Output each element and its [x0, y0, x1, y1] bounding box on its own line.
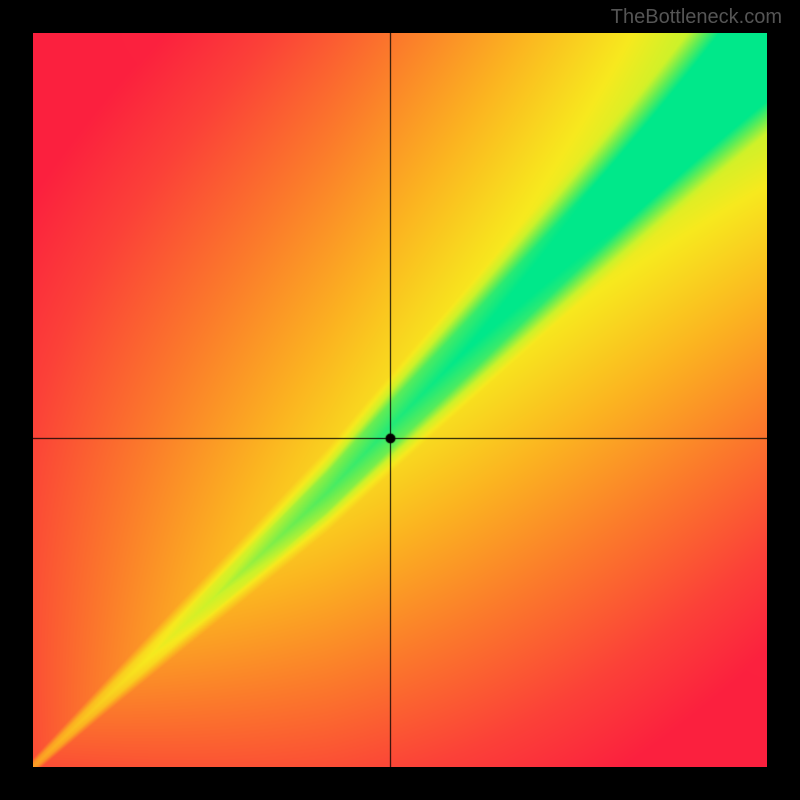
- heatmap-canvas: [33, 33, 767, 767]
- watermark-text: TheBottleneck.com: [611, 6, 782, 29]
- plot-area: [33, 33, 767, 767]
- chart-container: TheBottleneck.com: [0, 0, 800, 800]
